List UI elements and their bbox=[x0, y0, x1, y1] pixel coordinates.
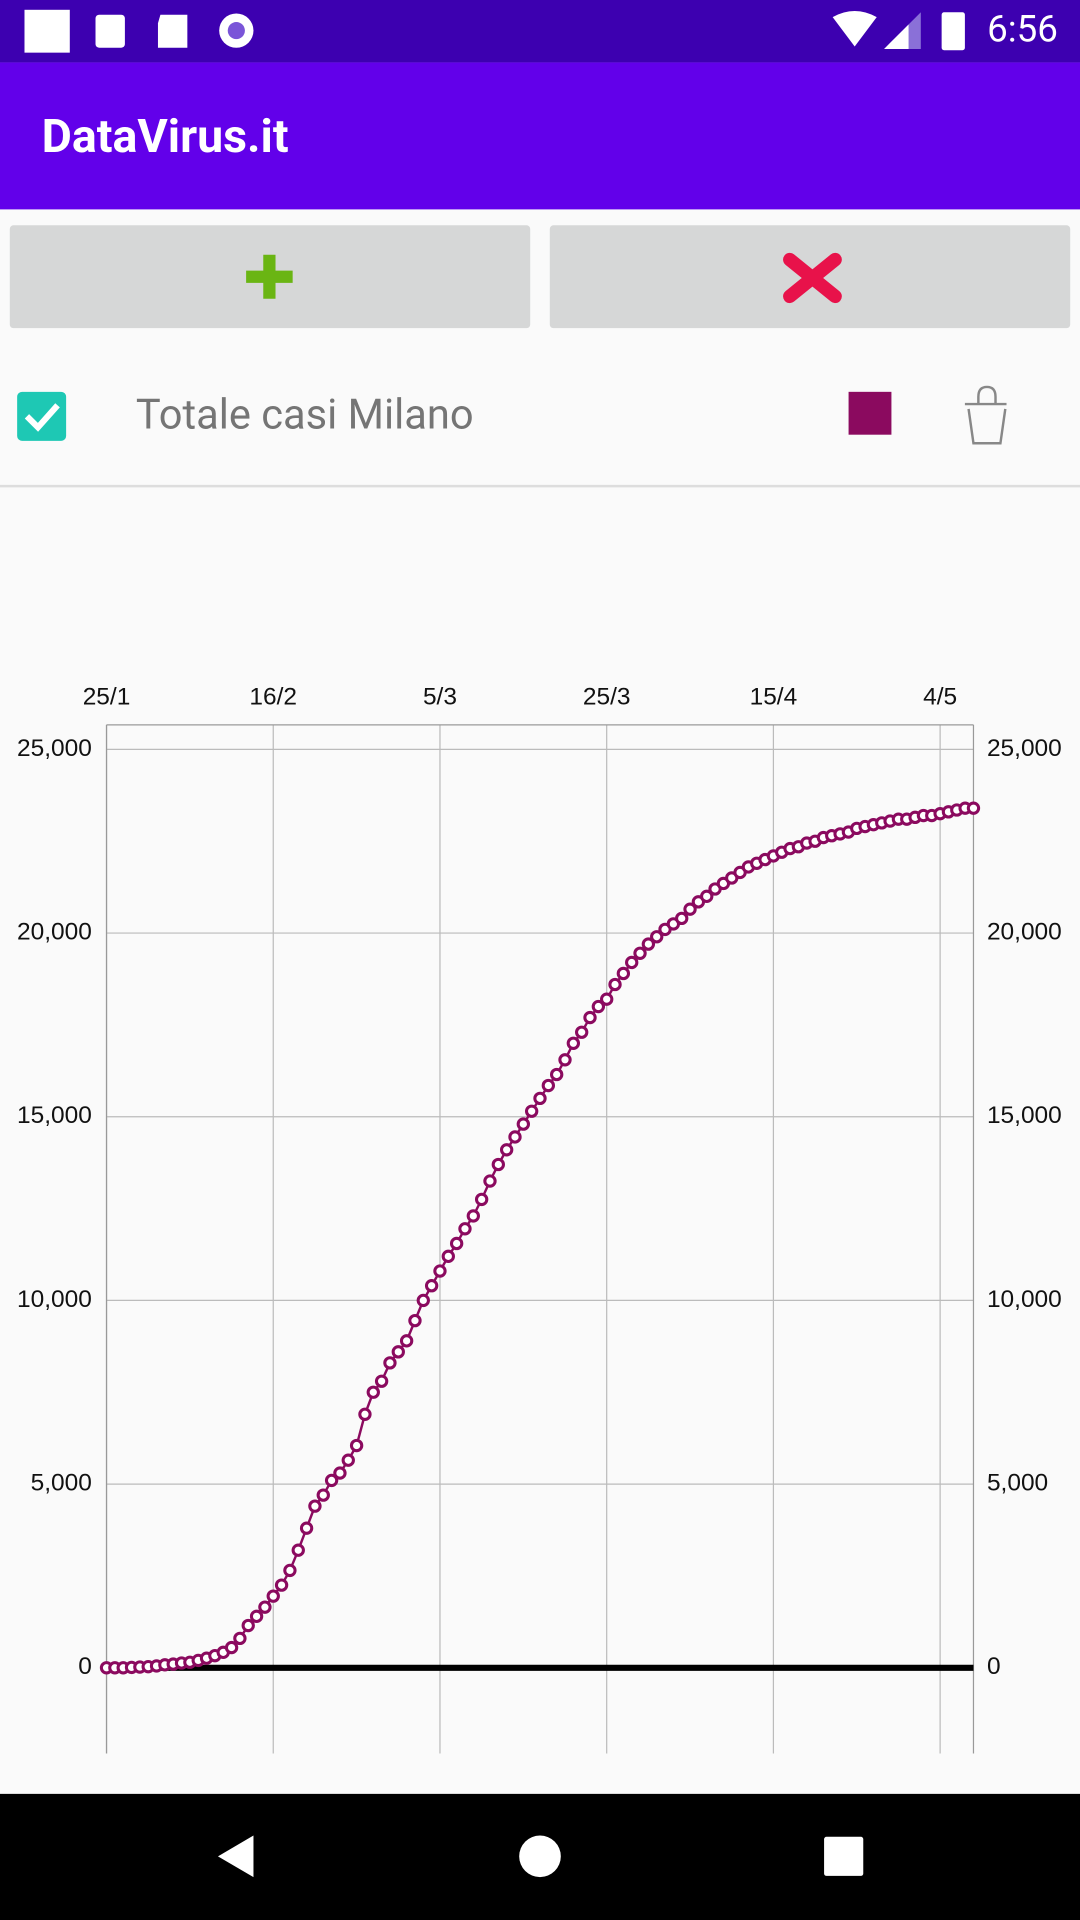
delete-button[interactable] bbox=[964, 385, 1007, 445]
data-point bbox=[249, 1609, 264, 1624]
data-point bbox=[258, 1600, 272, 1614]
status-icon bbox=[227, 22, 245, 40]
data-point bbox=[341, 1453, 355, 1467]
clear-icon bbox=[783, 252, 842, 304]
data-point bbox=[524, 1104, 539, 1118]
battery-icon bbox=[941, 12, 965, 51]
checkmark bbox=[24, 403, 60, 432]
data-point bbox=[641, 937, 656, 951]
y-tick-label: 20,000 bbox=[17, 919, 92, 946]
x-tick-label: 4/5 bbox=[923, 683, 957, 710]
data-point bbox=[391, 1345, 405, 1359]
data-point bbox=[491, 1157, 505, 1172]
data-point bbox=[650, 930, 664, 944]
data-point bbox=[441, 1249, 455, 1264]
checkbox[interactable] bbox=[17, 391, 67, 441]
status-icon bbox=[24, 9, 70, 53]
y-tick-label: 0 bbox=[78, 1653, 92, 1680]
y-tick-label: 15,000 bbox=[17, 1102, 92, 1129]
data-point bbox=[308, 1499, 322, 1513]
status-icon bbox=[157, 14, 188, 48]
x-tick-label: 25/3 bbox=[583, 683, 631, 710]
back-button[interactable] bbox=[217, 1835, 254, 1878]
data-point bbox=[516, 1117, 531, 1131]
app-bar bbox=[0, 62, 1080, 210]
x-tick-label: 16/2 bbox=[249, 683, 297, 710]
data-point bbox=[625, 955, 639, 970]
y2-tick-label: 20,000 bbox=[987, 919, 1062, 946]
data-point bbox=[616, 966, 631, 981]
data-point bbox=[374, 1374, 389, 1388]
data-point bbox=[408, 1313, 422, 1328]
data-point bbox=[233, 1631, 247, 1646]
data-point bbox=[541, 1078, 556, 1093]
chart: 0 0 5,000 5,000 10,000 10,000 15,000 15,000 20,0… bbox=[17, 683, 1062, 1754]
data-point bbox=[566, 1036, 581, 1050]
data-point bbox=[558, 1053, 572, 1067]
y2-tick-label: 0 bbox=[987, 1653, 1001, 1680]
x-tick-label: 25/1 bbox=[83, 683, 131, 710]
data-point bbox=[508, 1130, 522, 1144]
data-point bbox=[675, 911, 689, 926]
data-point bbox=[224, 1640, 239, 1655]
home-button[interactable] bbox=[519, 1835, 561, 1878]
data-point bbox=[600, 992, 614, 1006]
data-point bbox=[591, 999, 606, 1014]
y-tick-label: 5,000 bbox=[31, 1470, 92, 1497]
data-point bbox=[241, 1618, 255, 1633]
data-point bbox=[483, 1174, 497, 1188]
data-point bbox=[458, 1222, 472, 1236]
data-point bbox=[575, 1025, 589, 1039]
data-point bbox=[966, 801, 981, 815]
y2-tick-label: 15,000 bbox=[987, 1102, 1062, 1129]
data-point bbox=[299, 1521, 314, 1535]
data-point bbox=[608, 977, 622, 992]
x-tick-label: 15/4 bbox=[750, 683, 798, 710]
status-time: 6:56 bbox=[987, 8, 1058, 51]
data-point bbox=[700, 889, 714, 904]
y2-tick-label: 5,000 bbox=[987, 1470, 1048, 1497]
data-point bbox=[283, 1563, 297, 1578]
add-icon bbox=[246, 254, 293, 299]
data-point bbox=[583, 1010, 597, 1025]
data-point bbox=[549, 1067, 564, 1082]
recents-button[interactable] bbox=[824, 1836, 864, 1876]
data-point bbox=[399, 1334, 414, 1348]
data-point bbox=[291, 1543, 305, 1557]
data-point bbox=[474, 1192, 489, 1207]
data-point bbox=[266, 1589, 280, 1603]
y2-tick-label: 25,000 bbox=[987, 735, 1062, 762]
color-swatch[interactable] bbox=[848, 391, 892, 435]
data-point bbox=[449, 1236, 464, 1251]
data-point bbox=[366, 1385, 380, 1399]
data-point bbox=[358, 1407, 372, 1421]
y-tick-label: 10,000 bbox=[17, 1286, 92, 1313]
data-point bbox=[349, 1438, 364, 1453]
app-title: DataVirus.it bbox=[42, 110, 289, 164]
data-point bbox=[499, 1143, 514, 1157]
data-point bbox=[383, 1356, 397, 1370]
data-point bbox=[274, 1578, 289, 1592]
status-icon bbox=[95, 14, 125, 48]
data-point bbox=[324, 1473, 339, 1488]
x-tick-label: 5/3 bbox=[423, 683, 457, 710]
wifi-icon bbox=[832, 11, 877, 47]
y2-tick-label: 10,000 bbox=[987, 1286, 1062, 1313]
y-tick-label: 25,000 bbox=[17, 735, 92, 762]
data-point bbox=[316, 1488, 330, 1502]
data-point bbox=[633, 946, 647, 960]
data-point bbox=[466, 1209, 480, 1223]
data-point bbox=[424, 1279, 439, 1293]
data-point bbox=[683, 902, 697, 916]
data-point bbox=[533, 1091, 547, 1106]
data-point bbox=[333, 1466, 347, 1480]
data-point bbox=[433, 1264, 447, 1278]
series-label: Totale casi Milano bbox=[136, 391, 474, 440]
data-point bbox=[416, 1293, 430, 1308]
